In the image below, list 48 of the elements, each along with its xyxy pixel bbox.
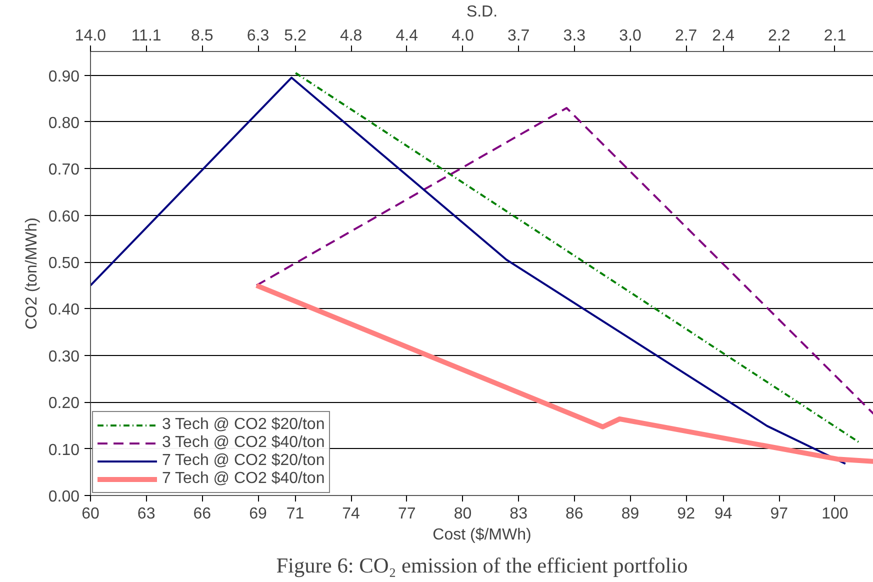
text: 4.4 — [396, 28, 418, 44]
text: 2.2 — [768, 28, 790, 44]
legend-label: 7 Tech @ CO2 $20/ton — [162, 452, 325, 470]
x-tick-label: 89 — [621, 506, 640, 522]
x-tick-label: 80 — [454, 506, 472, 522]
text: 3.3 — [563, 28, 586, 44]
x-tick-label: 71 — [286, 506, 304, 522]
y-tick-label: 0.00 — [48, 488, 80, 506]
y-tick-label: 0.30 — [48, 348, 80, 366]
x2-axis-title: S.D. — [466, 4, 498, 20]
text: 3.7 — [507, 28, 530, 44]
x-tick-label: 69 — [249, 506, 268, 522]
legend-label: 3 Tech @ CO2 $40/ton — [162, 434, 325, 452]
x-tick-label: 74 — [342, 506, 360, 522]
caption: Figure 6: CO₂ emission of the efficient portfolio — [276, 554, 688, 578]
y-tick-label: 0.70 — [48, 162, 80, 179]
y-tick-label: 0.60 — [48, 208, 80, 226]
x-axis-title: Cost ($/MWh) — [432, 526, 532, 544]
y-tick-label: 0.10 — [48, 442, 80, 459]
y-tick-label: 0.90 — [48, 68, 80, 86]
x-tick-label: 83 — [510, 506, 528, 522]
text: 2.1 — [824, 28, 846, 44]
x-tick-label: 94 — [714, 506, 732, 522]
text: 4.8 — [340, 28, 362, 44]
x-tick-label: 97 — [770, 506, 788, 522]
text: 6.3 — [246, 28, 270, 44]
text: 3.0 — [619, 28, 642, 44]
x-tick-label: 63 — [137, 506, 156, 522]
x-tick-label: 66 — [193, 506, 212, 522]
text: 2.7 — [674, 28, 698, 44]
x-tick-label: 86 — [566, 506, 584, 522]
text: 5.2 — [284, 28, 306, 44]
text: 2.4 — [712, 28, 735, 44]
text: 8.5 — [191, 28, 214, 44]
legend-label: 7 Tech @ CO2 $40/ton — [162, 470, 325, 488]
text: 14.0 — [74, 28, 106, 44]
x-tick-label: 77 — [398, 506, 416, 522]
text: 11.1 — [131, 28, 162, 44]
y-tick-label: 0.40 — [48, 302, 80, 319]
legend-label: 3 Tech @ CO2 $20/ton — [162, 416, 325, 434]
y-tick-label: 0.80 — [48, 115, 80, 132]
x-tick-label: 92 — [677, 506, 696, 522]
y-axis-title: CO2 (ton/MWh) — [23, 217, 40, 330]
x-tick-label: 60 — [82, 506, 100, 522]
text: 4.0 — [452, 28, 474, 44]
y-tick-label: 0.20 — [48, 395, 80, 412]
x-tick-label: 100 — [822, 506, 848, 522]
y-tick-label: 0.50 — [48, 255, 80, 272]
